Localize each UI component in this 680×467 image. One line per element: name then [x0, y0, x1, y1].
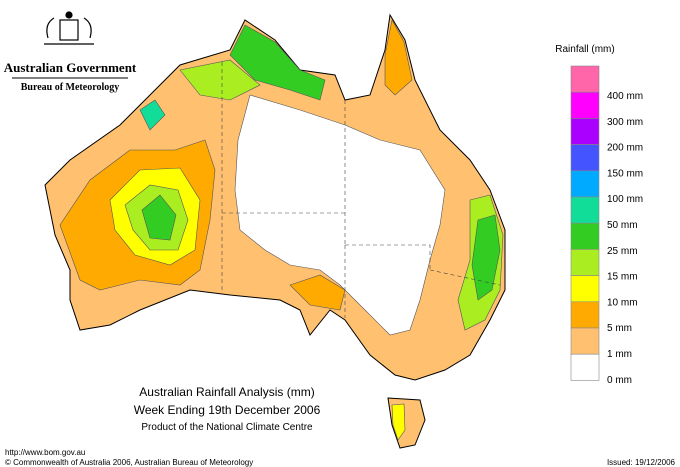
legend-label: 0 mm	[607, 375, 632, 386]
legend-label: 300 mm	[607, 117, 643, 128]
bureau-name: Bureau of Meteorology	[21, 82, 120, 93]
state-borders	[221, 62, 501, 318]
tasmania-wet	[391, 403, 406, 441]
legend-label: 100 mm	[607, 194, 643, 205]
map-title: Australian Rainfall Analysis (mm)	[139, 385, 314, 399]
legend-title: Rainfall (mm)	[555, 44, 614, 55]
map-credit: Product of the National Climate Centre	[141, 422, 313, 433]
dry-region	[234, 94, 446, 336]
legend-label: 200 mm	[607, 143, 643, 154]
legend-swatch	[570, 118, 600, 145]
legend-swatch	[570, 353, 600, 381]
legend-label: 25 mm	[607, 246, 638, 257]
north-wet	[229, 24, 326, 101]
crest	[44, 11, 94, 45]
legend-swatch	[570, 65, 600, 93]
legend-swatch	[570, 144, 600, 172]
legend-label: 50 mm	[607, 220, 638, 231]
legend-label: 10 mm	[607, 297, 638, 308]
legend-swatch	[570, 249, 600, 276]
cape-york	[384, 19, 413, 96]
legend-swatch	[570, 170, 600, 198]
east-coast-green	[471, 214, 501, 301]
legend-label: 1 mm	[607, 349, 632, 360]
legend-swatch	[570, 327, 600, 355]
agency-name: Australian Government	[4, 60, 137, 75]
legend-swatch	[570, 196, 600, 224]
legend-swatch	[570, 222, 600, 250]
legend: 400 mm 300 mm 200 mm 150 mm 100 mm 50 mm 25 mm…	[570, 65, 643, 386]
north-yellow	[179, 59, 261, 101]
footer-copyright: © Commonwealth of Australia 2006, Austra…	[5, 458, 253, 467]
footer-url: http://www.bom.gov.au	[5, 448, 85, 457]
legend-label: 150 mm	[607, 168, 643, 179]
map-subtitle: Week Ending 19th December 2006	[134, 403, 321, 417]
south-orange	[289, 274, 346, 311]
legend-swatch	[570, 91, 600, 119]
rainfall-map	[44, 13, 506, 449]
legend-swatch	[570, 275, 600, 303]
footer-issued: Issued: 19/12/2006	[607, 458, 676, 467]
legend-label: 15 mm	[607, 272, 638, 283]
legend-swatch	[570, 301, 600, 329]
legend-label: 5 mm	[607, 323, 632, 334]
legend-label: 400 mm	[607, 91, 643, 102]
kimberley-teal	[139, 99, 166, 131]
green-core	[141, 194, 177, 241]
